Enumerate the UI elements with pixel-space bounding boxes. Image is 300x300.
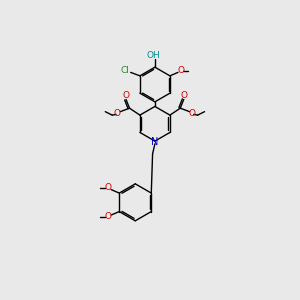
Text: O: O (104, 212, 111, 221)
Text: Cl: Cl (120, 66, 129, 75)
Text: O: O (180, 91, 187, 100)
Text: O: O (189, 109, 196, 118)
Text: OH: OH (147, 51, 160, 60)
Text: O: O (104, 184, 111, 193)
Text: O: O (122, 91, 130, 100)
Text: N: N (151, 137, 159, 147)
Text: O: O (114, 109, 121, 118)
Text: O: O (178, 66, 184, 75)
